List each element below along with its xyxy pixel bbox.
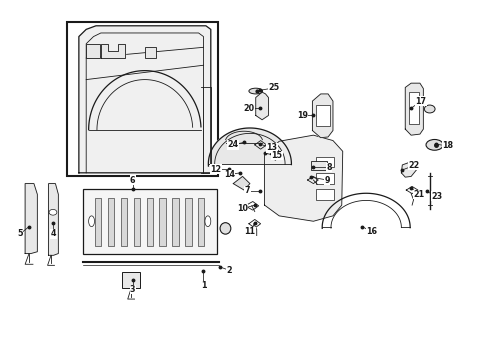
Bar (311, 161, 327, 170)
Bar (122, 272, 141, 288)
Text: 20: 20 (244, 104, 254, 113)
Circle shape (49, 210, 57, 215)
Polygon shape (401, 163, 417, 177)
Text: 5: 5 (18, 229, 23, 238)
Text: 8: 8 (326, 163, 332, 172)
Polygon shape (49, 184, 58, 255)
Text: 7: 7 (245, 186, 250, 195)
Text: 2: 2 (226, 266, 232, 275)
Bar (147, 198, 153, 246)
Ellipse shape (220, 223, 231, 234)
Text: 24: 24 (227, 140, 238, 149)
Bar (316, 189, 334, 200)
Bar (172, 198, 179, 246)
Text: 22: 22 (408, 161, 419, 170)
Polygon shape (79, 26, 211, 173)
Bar (67, 22, 218, 176)
Polygon shape (256, 92, 269, 120)
Polygon shape (270, 148, 282, 160)
Bar (316, 157, 334, 167)
Bar (145, 46, 156, 58)
Bar (121, 198, 127, 246)
Polygon shape (25, 184, 37, 253)
Bar (86, 44, 100, 58)
Bar (316, 105, 330, 126)
Ellipse shape (205, 216, 211, 226)
Bar (95, 198, 101, 246)
Ellipse shape (249, 88, 263, 94)
Ellipse shape (426, 139, 443, 150)
Text: 11: 11 (245, 228, 255, 237)
Text: 9: 9 (324, 176, 330, 185)
Text: 17: 17 (416, 96, 426, 105)
Ellipse shape (89, 216, 95, 226)
Bar (108, 198, 114, 246)
Bar (409, 92, 419, 125)
Text: 25: 25 (269, 83, 280, 92)
Text: 4: 4 (50, 229, 56, 238)
Polygon shape (265, 135, 343, 221)
Bar (134, 198, 140, 246)
Polygon shape (101, 44, 125, 58)
Text: 6: 6 (130, 176, 135, 185)
Polygon shape (313, 94, 333, 138)
Bar (83, 189, 217, 253)
Text: 12: 12 (210, 165, 221, 174)
Bar (185, 198, 192, 246)
Text: 3: 3 (130, 285, 135, 294)
Ellipse shape (424, 105, 435, 113)
Text: 19: 19 (297, 111, 308, 120)
Polygon shape (233, 176, 250, 190)
Text: 14: 14 (224, 170, 235, 179)
Polygon shape (405, 83, 423, 135)
Text: 23: 23 (431, 192, 442, 201)
Text: 13: 13 (267, 143, 277, 152)
Bar (316, 173, 334, 184)
Polygon shape (208, 128, 292, 166)
Text: 16: 16 (367, 228, 377, 237)
Text: 18: 18 (442, 141, 453, 150)
Bar (198, 198, 204, 246)
Text: 10: 10 (237, 204, 248, 213)
Text: 21: 21 (413, 190, 424, 199)
Bar (159, 198, 166, 246)
Text: 15: 15 (271, 151, 282, 160)
Text: 1: 1 (201, 281, 206, 290)
